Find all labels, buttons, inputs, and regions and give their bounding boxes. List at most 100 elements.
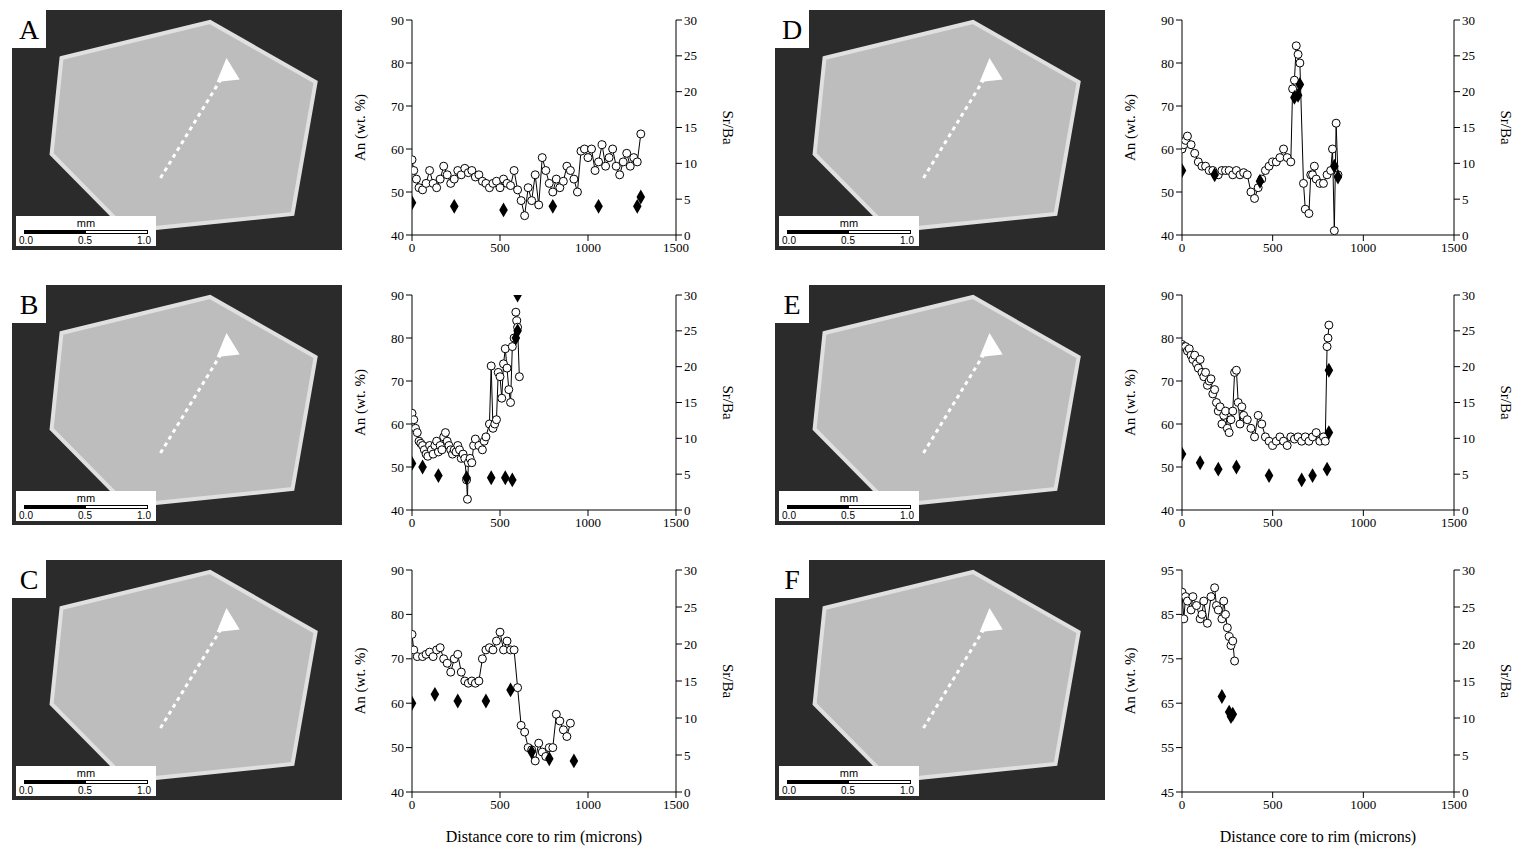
svg-text:0: 0 [409, 240, 416, 255]
svg-text:1000: 1000 [1350, 240, 1376, 255]
svg-text:15: 15 [684, 120, 697, 135]
svg-text:C: C [20, 564, 39, 595]
svg-text:An (wt. %): An (wt. %) [352, 647, 369, 714]
svg-text:70: 70 [391, 374, 404, 389]
svg-text:1.0: 1.0 [137, 235, 151, 246]
svg-text:50: 50 [391, 185, 404, 200]
svg-text:Distance core to rim (microns): Distance core to rim (microns) [446, 828, 642, 846]
svg-text:B: B [20, 289, 39, 320]
svg-text:1.0: 1.0 [137, 785, 151, 796]
svg-text:10: 10 [684, 431, 697, 446]
svg-text:10: 10 [1462, 711, 1475, 726]
svg-text:0: 0 [1462, 785, 1469, 800]
svg-text:70: 70 [391, 99, 404, 114]
svg-text:mm: mm [840, 217, 858, 229]
svg-text:5: 5 [1462, 192, 1469, 207]
svg-text:Sr/Ba: Sr/Ba [1498, 664, 1514, 699]
svg-text:1000: 1000 [575, 240, 601, 255]
svg-text:95: 95 [1161, 563, 1174, 578]
svg-text:500: 500 [490, 797, 510, 812]
svg-text:40: 40 [1161, 503, 1174, 518]
svg-text:90: 90 [391, 13, 404, 28]
svg-text:0: 0 [684, 503, 691, 518]
svg-text:20: 20 [684, 359, 697, 374]
svg-text:75: 75 [1161, 651, 1174, 666]
svg-text:Sr/Ba: Sr/Ba [1498, 385, 1514, 420]
svg-text:1000: 1000 [575, 515, 601, 530]
svg-text:10: 10 [684, 711, 697, 726]
svg-text:25: 25 [684, 48, 697, 63]
svg-text:0.0: 0.0 [19, 510, 33, 521]
svg-text:5: 5 [684, 192, 691, 207]
svg-text:70: 70 [1161, 374, 1174, 389]
svg-text:15: 15 [684, 395, 697, 410]
svg-text:25: 25 [684, 323, 697, 338]
svg-text:80: 80 [391, 607, 404, 622]
svg-text:1.0: 1.0 [900, 235, 914, 246]
svg-text:An (wt. %): An (wt. %) [352, 94, 369, 161]
svg-text:5: 5 [684, 467, 691, 482]
svg-text:80: 80 [1161, 56, 1174, 71]
svg-text:25: 25 [1462, 600, 1475, 615]
svg-text:0.5: 0.5 [78, 510, 92, 521]
svg-text:50: 50 [391, 740, 404, 755]
svg-text:50: 50 [1161, 185, 1174, 200]
svg-text:30: 30 [1462, 563, 1475, 578]
svg-text:An (wt. %): An (wt. %) [1122, 647, 1139, 714]
svg-text:80: 80 [391, 331, 404, 346]
svg-text:F: F [784, 564, 800, 595]
svg-text:60: 60 [391, 417, 404, 432]
svg-text:40: 40 [391, 503, 404, 518]
svg-text:0: 0 [1179, 515, 1186, 530]
svg-text:0: 0 [409, 797, 416, 812]
svg-text:30: 30 [684, 563, 697, 578]
svg-text:40: 40 [391, 228, 404, 243]
svg-text:15: 15 [1462, 395, 1475, 410]
svg-text:10: 10 [684, 156, 697, 171]
svg-text:10: 10 [1462, 156, 1475, 171]
svg-text:1.0: 1.0 [137, 510, 151, 521]
svg-text:20: 20 [1462, 359, 1475, 374]
svg-text:60: 60 [391, 696, 404, 711]
svg-text:30: 30 [1462, 288, 1475, 303]
svg-text:1000: 1000 [1350, 515, 1376, 530]
svg-text:25: 25 [1462, 323, 1475, 338]
svg-text:1000: 1000 [1350, 797, 1376, 812]
svg-text:0: 0 [684, 228, 691, 243]
svg-text:mm: mm [77, 767, 95, 779]
svg-text:Sr/Ba: Sr/Ba [720, 664, 736, 699]
svg-text:An (wt. %): An (wt. %) [352, 369, 369, 436]
svg-text:500: 500 [1263, 515, 1283, 530]
svg-text:5: 5 [1462, 748, 1469, 763]
svg-text:E: E [783, 289, 800, 320]
svg-text:85: 85 [1161, 607, 1174, 622]
svg-text:20: 20 [1462, 84, 1475, 99]
svg-text:5: 5 [1462, 467, 1469, 482]
svg-text:30: 30 [1462, 13, 1475, 28]
svg-text:30: 30 [684, 13, 697, 28]
svg-text:0.0: 0.0 [19, 785, 33, 796]
svg-text:0: 0 [409, 515, 416, 530]
svg-text:An (wt. %): An (wt. %) [1122, 94, 1139, 161]
svg-text:80: 80 [1161, 331, 1174, 346]
svg-text:Sr/Ba: Sr/Ba [720, 110, 736, 145]
svg-text:10: 10 [1462, 431, 1475, 446]
svg-text:0: 0 [1462, 503, 1469, 518]
svg-text:45: 45 [1161, 785, 1174, 800]
svg-text:25: 25 [684, 600, 697, 615]
svg-text:D: D [782, 14, 802, 45]
svg-text:0: 0 [1462, 228, 1469, 243]
svg-text:15: 15 [1462, 120, 1475, 135]
svg-text:60: 60 [1161, 142, 1174, 157]
svg-text:90: 90 [391, 288, 404, 303]
svg-text:70: 70 [391, 651, 404, 666]
svg-text:0: 0 [1179, 240, 1186, 255]
svg-text:20: 20 [684, 637, 697, 652]
svg-text:15: 15 [684, 674, 697, 689]
svg-text:0.5: 0.5 [78, 235, 92, 246]
svg-text:40: 40 [1161, 228, 1174, 243]
svg-text:55: 55 [1161, 740, 1174, 755]
svg-text:50: 50 [391, 460, 404, 475]
svg-text:0.5: 0.5 [841, 235, 855, 246]
svg-text:25: 25 [1462, 48, 1475, 63]
